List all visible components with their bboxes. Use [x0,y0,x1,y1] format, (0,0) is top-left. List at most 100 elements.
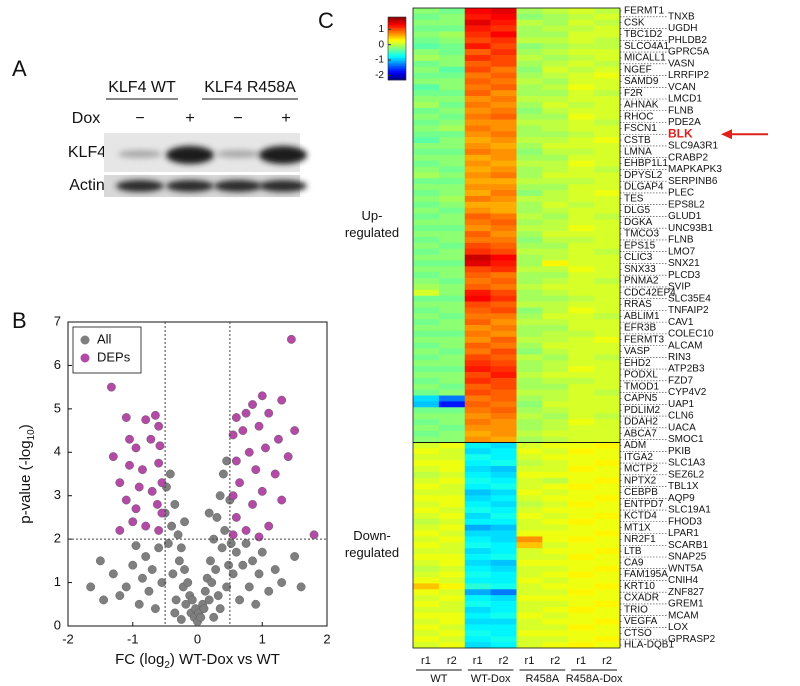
point [115,591,125,600]
heatmap-cell [413,630,440,637]
heatmap-cell [438,483,466,490]
blot-band [118,150,162,158]
heatmap-cell [594,54,621,62]
heatmap-cell [464,283,491,291]
heatmap-cell [542,96,569,103]
heatmap-cell [594,25,621,32]
heatmap-cell [413,383,440,390]
heatmap-cell [464,119,491,126]
heatmap-cell [464,60,491,68]
heatmap-cell [594,395,621,402]
heatmap-cell [438,636,466,643]
heatmap-cell [568,407,595,414]
heatmap-cell [516,507,543,514]
heatmap-cell [594,595,621,602]
point [146,434,156,444]
heatmap-cell [516,236,543,244]
heatmap-cell [413,548,440,555]
heatmap-cell [490,577,517,584]
heatmap-cell [438,219,466,226]
gene-label: SLC1A3 [668,458,706,469]
point [290,552,300,561]
heatmap-cell [464,101,491,109]
colorbar-step [388,53,406,56]
heatmap-cell [490,190,517,197]
colorbar-step [388,21,406,24]
point [283,452,293,462]
gene-label: LPAR1 [668,528,699,539]
heatmap-cell [438,172,466,179]
heatmap-cell [413,342,440,349]
dox-label: Dox [72,110,100,127]
heatmap-cell [438,601,466,608]
point [121,495,131,505]
heatmap-cell [413,319,440,326]
gene-label: BLK [668,126,693,140]
heatmap-cell [594,507,621,514]
heatmap-cell [542,101,569,109]
heatmap-cell [464,78,491,85]
heatmap-cell [413,231,440,238]
heatmap-cell [438,96,466,103]
heatmap-cell [594,219,621,226]
gene-label: EHD2 [624,358,651,369]
heatmap-cell [516,107,543,114]
gene-label: UACA [668,422,696,433]
heatmap-cell [594,436,621,443]
heatmap-cell [490,548,517,555]
point [95,556,105,566]
heatmap-cell [568,325,595,332]
heatmap-cell [594,231,621,238]
point [131,541,141,551]
gene-label: LMNA [624,146,652,157]
heatmap-cell [438,583,466,590]
heatmap-cell [568,78,595,85]
heatmap-cell [542,231,569,238]
heatmap-cell [490,413,517,420]
gene-label: DLG5 [624,205,651,216]
heatmap-cell [464,242,491,250]
heatmap-cell [516,49,543,56]
heatmap-cell [490,119,517,126]
heatmap-cell [516,554,543,561]
heatmap-cell [542,160,569,167]
heatmap-cell [594,137,621,144]
blot-group: KLF4 WT [108,79,176,96]
heatmap-frame [412,7,621,649]
heatmap-cell [464,160,491,167]
heatmap-cell [438,389,466,396]
heatmap-cell [438,477,466,484]
heatmap-cell [516,342,543,349]
heatmap-cell [594,330,621,338]
heatmap-cell [438,266,466,273]
gene-label: CAV1 [668,317,694,328]
heatmap-cell [413,49,440,56]
gene-label: ATP2B3 [668,364,705,375]
y-tick-label: 1 [54,574,61,589]
heatmap-cell [438,78,466,85]
heatmap-cell [490,483,517,490]
heatmap-cell [516,595,543,602]
heatmap-cell [568,31,595,38]
heatmap-cell [594,195,621,203]
heatmap-cell [438,137,466,144]
heatmap-cell [568,489,595,496]
gene-label: FSCN1 [624,123,657,134]
point [147,565,157,574]
point [99,595,109,605]
heatmap-cell [516,354,543,361]
point [115,526,125,535]
heatmap-cell [594,601,621,608]
heatmap-cell [464,624,491,631]
heatmap-cell [516,589,543,596]
heatmap-cell [413,242,440,250]
gene-label: GPRASP2 [668,634,716,645]
heatmap-cell [413,624,440,631]
heatmap-cell [413,148,440,156]
heatmap-cell [490,395,517,402]
heatmap-cell [516,207,543,214]
heatmap-cell [490,184,517,191]
colorbar-step [388,75,406,78]
heatmap-cell [438,642,466,649]
heatmap-cell [490,571,517,578]
